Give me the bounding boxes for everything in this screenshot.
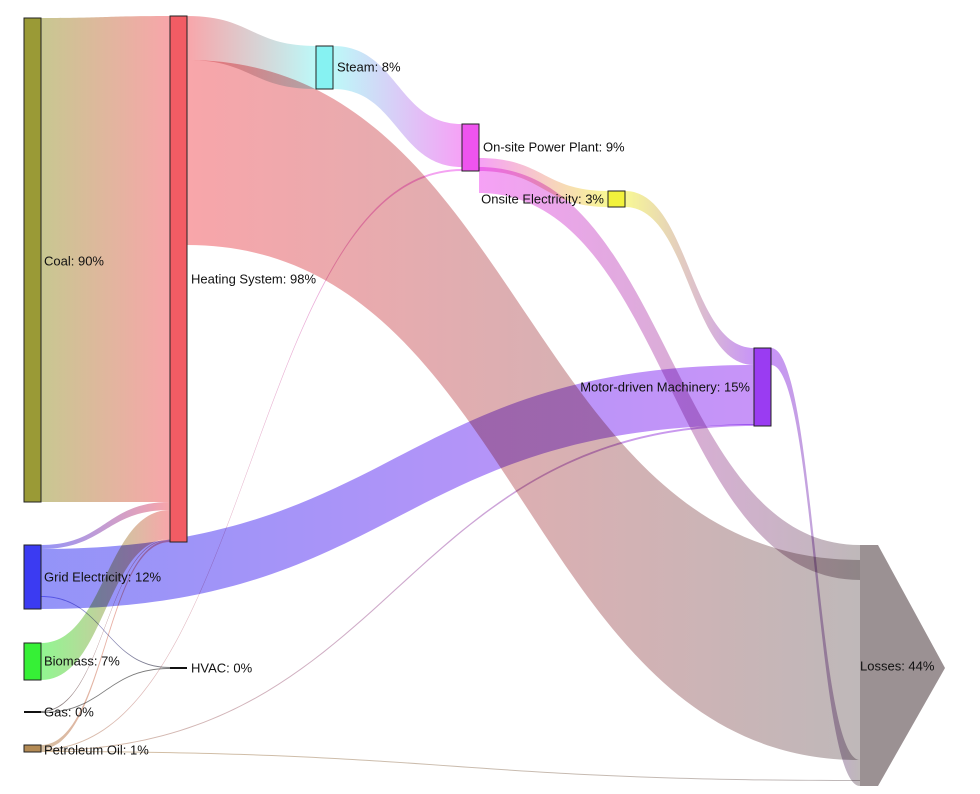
grid-node xyxy=(23,544,42,610)
petroleum-node xyxy=(23,744,42,753)
plant-label: On-site Power Plant: 9% xyxy=(483,139,625,154)
petroleum-label: Petroleum Oil: 1% xyxy=(44,742,149,757)
flow-heating-to-steam xyxy=(187,16,316,89)
motor-label: Motor-driven Machinery: 15% xyxy=(580,379,750,394)
plant-node xyxy=(461,123,480,172)
flow-petroleum-to-heating xyxy=(41,540,170,749)
flow-petroleum-to-losses xyxy=(41,751,860,781)
gas-label: Gas: 0% xyxy=(44,704,94,719)
onsite-node xyxy=(607,190,626,208)
flow-onsite-to-motor xyxy=(625,191,754,365)
gas-node xyxy=(24,711,41,713)
flows-layer xyxy=(41,16,860,786)
flow-steam-to-plant xyxy=(333,46,462,167)
motor-node xyxy=(753,347,772,427)
hvac-label: HVAC: 0% xyxy=(191,660,253,675)
onsite-label: Onsite Electricity: 3% xyxy=(481,191,604,206)
flow-gas-to-heating xyxy=(41,539,170,712)
biomass-node xyxy=(23,642,42,681)
labels-layer: Coal: 90% Grid Electricity: 12% Biomass: 7… xyxy=(44,59,935,757)
grid-label: Grid Electricity: 12% xyxy=(44,569,161,584)
flow-petroleum-to-motor xyxy=(41,424,754,751)
losses-node xyxy=(860,545,945,786)
flow-petroleum-to-plant xyxy=(41,169,462,750)
hvac-node xyxy=(170,667,187,669)
flow-gas-to-hvac xyxy=(41,668,170,713)
flow-heating-to-losses xyxy=(187,60,860,760)
steam-label: Steam: 8% xyxy=(337,59,401,74)
flow-plant-to-losses xyxy=(479,167,860,580)
losses-label: Losses: 44% xyxy=(860,658,935,673)
coal-label: Coal: 90% xyxy=(44,253,104,268)
biomass-label: Biomass: 7% xyxy=(44,653,120,668)
flow-grid-to-hvac xyxy=(41,596,170,668)
heating-label: Heating System: 98% xyxy=(191,271,316,286)
flow-biomass-to-heating xyxy=(41,510,170,680)
flow-plant-to-onsite xyxy=(479,158,608,207)
flow-grid-to-heating xyxy=(41,502,170,549)
flow-coal-to-heating xyxy=(41,16,170,502)
heating-node xyxy=(169,15,188,543)
nodes-layer xyxy=(23,15,945,786)
steam-node xyxy=(315,45,334,90)
flow-motor-to-losses xyxy=(771,348,860,786)
coal-node xyxy=(23,17,42,503)
